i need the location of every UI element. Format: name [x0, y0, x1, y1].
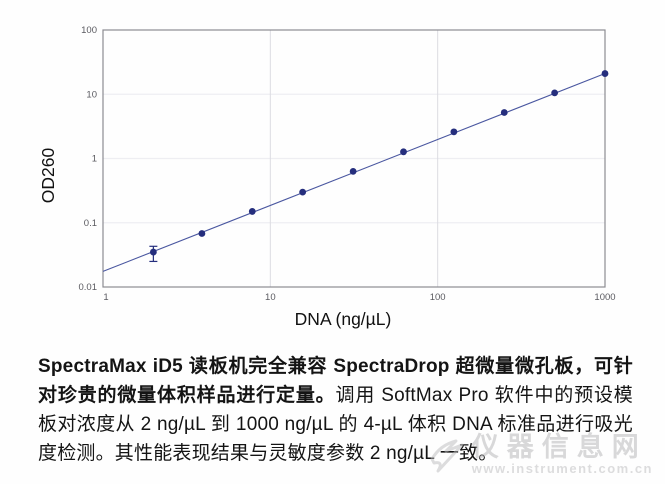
- caption-text: SpectraMax iD5 读板机完全兼容 SpectraDrop 超微量微孔…: [38, 352, 633, 468]
- x-tick-label: 1000: [594, 292, 615, 303]
- data-point: [149, 248, 157, 256]
- y-tick-label: 1: [92, 154, 97, 165]
- data-point: [551, 89, 559, 97]
- dna-standard-curve-chart: 0.01 0.1 1 10 100 1 10 100 1000 DNA (ng/µL) OD260: [38, 25, 616, 329]
- plot-border: [102, 29, 606, 288]
- y-axis-label: OD260: [38, 148, 58, 204]
- data-point: [198, 230, 206, 237]
- x-axis-label: DNA (ng/µL): [295, 309, 392, 329]
- x-tick-label: 10: [265, 292, 276, 303]
- caption-body: 调用 SoftMax Pro 软件中的预设模板对浓度从 2 ng/µL 到 10…: [38, 385, 633, 464]
- caption-lead: SpectraMax iD5 读板机完全兼容 SpectraDrop 超微量微孔…: [38, 356, 633, 406]
- y-tick-label: 100: [81, 25, 97, 36]
- y-tick-label: 0.1: [84, 218, 97, 229]
- y-tick-label: 10: [86, 89, 97, 100]
- data-point: [601, 70, 609, 77]
- y-tick-label: 0.01: [79, 282, 98, 293]
- data-point: [248, 208, 256, 215]
- data-point: [400, 148, 407, 156]
- x-tick-label: 100: [430, 292, 446, 303]
- data-point: [500, 109, 508, 116]
- data-point: [450, 128, 458, 136]
- x-tick-label: 1: [103, 292, 108, 303]
- data-point: [299, 188, 307, 196]
- data-point: [349, 167, 357, 175]
